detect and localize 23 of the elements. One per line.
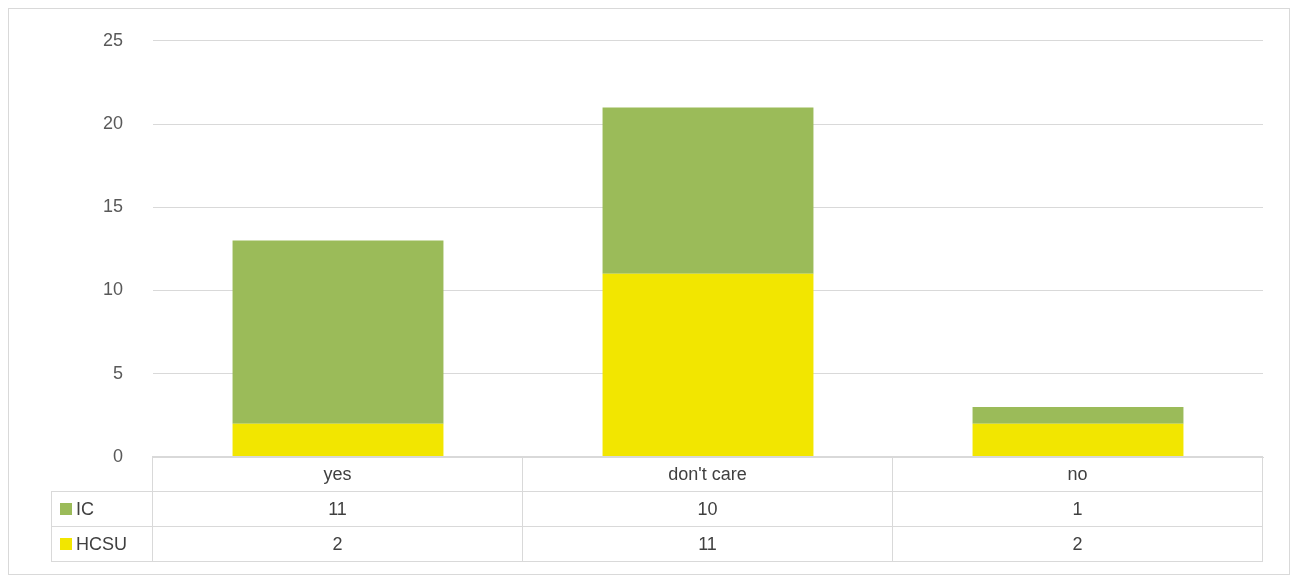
- y-tick-label: 10: [102, 279, 123, 300]
- y-tick-label: 25: [102, 29, 123, 50]
- data-label: 11: [522, 526, 893, 562]
- x-tick-label: yes: [152, 456, 523, 492]
- data-label: 10: [522, 491, 893, 527]
- bar: [972, 423, 1184, 457]
- bar: [232, 423, 444, 457]
- y-tick-label: 5: [112, 362, 123, 383]
- y-tick-label: 20: [102, 113, 123, 134]
- y-tick-label: 15: [102, 196, 123, 217]
- bar: [232, 240, 444, 424]
- bar: [602, 273, 814, 457]
- legend-label: IC: [51, 491, 153, 527]
- x-tick-label: don't care: [522, 456, 893, 492]
- data-label: 11: [152, 491, 523, 527]
- x-tick-label: no: [892, 456, 1263, 492]
- y-tick-label: 0: [112, 445, 123, 466]
- legend-label: HCSU: [51, 526, 153, 562]
- bar: [972, 407, 1184, 424]
- bar: [602, 107, 814, 274]
- data-label: 1: [892, 491, 1263, 527]
- data-label: 2: [892, 526, 1263, 562]
- data-label: 2: [152, 526, 523, 562]
